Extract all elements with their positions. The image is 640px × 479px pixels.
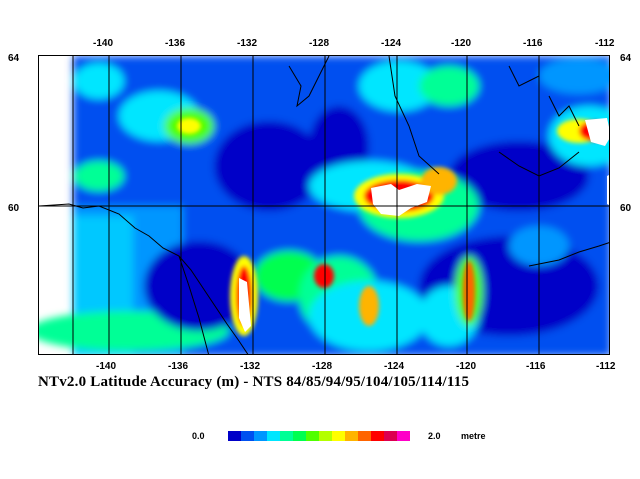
lon-tick-bottom: -120 [456,361,477,372]
lon-tick-bottom: -128 [312,361,333,372]
lon-tick-top: -116 [523,38,543,49]
legend-min-label: 0.0 [192,431,205,441]
map-title: NTv2.0 Latitude Accuracy (m) - NTS 84/85… [38,374,470,390]
lon-tick-top: -132 [237,38,258,49]
accuracy-map [38,55,610,355]
legend-unit-label: metre [461,431,486,441]
lon-tick-bottom: -136 [168,361,189,372]
lon-tick-bottom: -116 [526,361,546,372]
lon-tick-bottom: -124 [384,361,405,372]
lat-tick-left: 64 [8,53,20,64]
coastline [39,56,609,354]
legend-swatch [228,431,241,441]
lat-tick-right: 60 [620,203,632,214]
lon-tick-bottom: -132 [240,361,261,372]
legend-swatch [345,431,358,441]
lon-tick-bottom: -140 [96,361,117,372]
legend-swatch [293,431,306,441]
legend-swatch [280,431,293,441]
lat-tick-left: 60 [8,203,20,214]
legend-swatch [241,431,254,441]
legend-swatch [384,431,397,441]
legend-max-label: 2.0 [428,431,441,441]
legend-swatch [267,431,280,441]
lat-tick-right: 64 [620,53,632,64]
graticule [39,56,609,354]
accuracy-field [39,56,609,354]
legend-swatch [397,431,410,441]
lon-tick-top: -140 [93,38,114,49]
legend-swatch [358,431,371,441]
lon-tick-top: -120 [451,38,472,49]
lon-tick-top: -136 [165,38,186,49]
lon-tick-top: -124 [381,38,402,49]
lon-tick-bottom: -112 [596,361,616,372]
lon-tick-top: -128 [309,38,330,49]
legend-swatch [306,431,319,441]
legend-swatch [254,431,267,441]
legend-color-bar [228,431,410,441]
saturated-areas [239,118,609,332]
legend-swatch [332,431,345,441]
accuracy-heatmap [39,56,609,354]
lon-tick-top: -112 [595,38,615,49]
legend-swatch [319,431,332,441]
legend-swatch [371,431,384,441]
